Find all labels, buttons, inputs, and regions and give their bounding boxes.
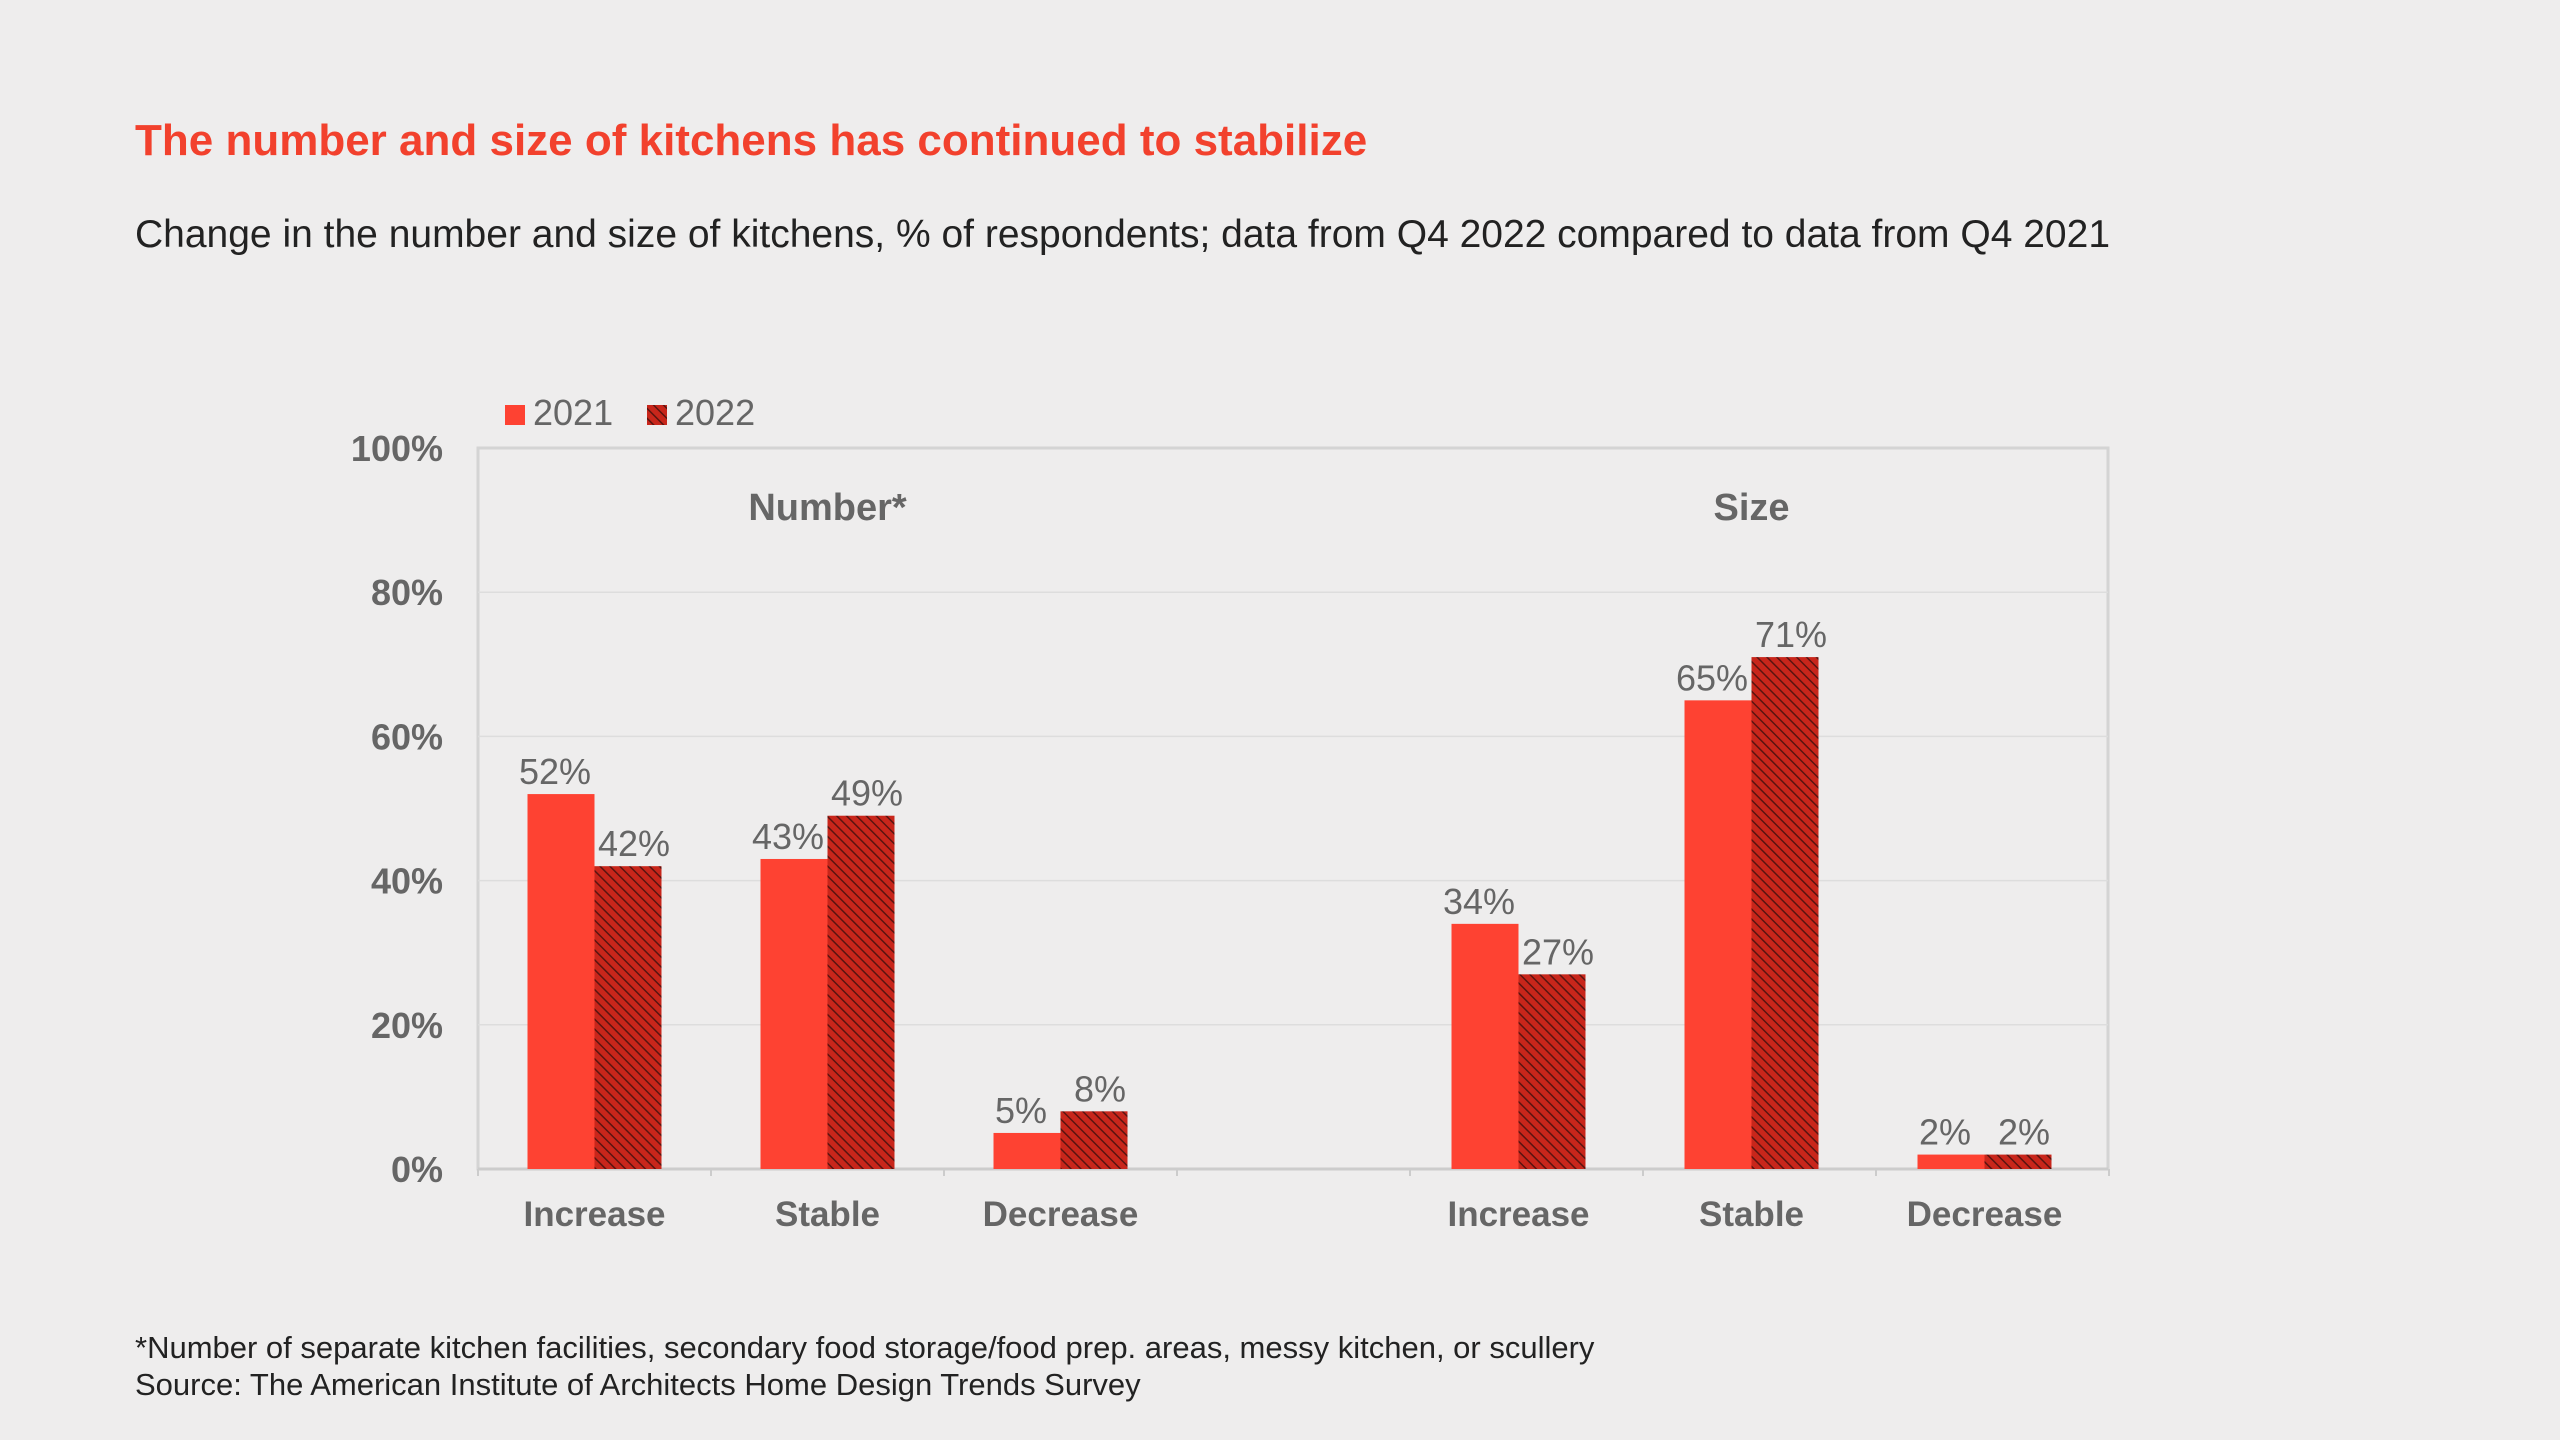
x-category-label: Decrease [983, 1195, 1139, 1234]
data-label: 2% [1919, 1112, 1971, 1153]
data-label: 52% [519, 751, 591, 792]
data-label: 71% [1755, 614, 1827, 655]
data-labels: 52%42% 43%49% 5% 8% 34%27% 65%71% 2% 2% [519, 614, 2050, 1152]
x-category-label: Increase [523, 1195, 665, 1234]
data-label: 2% [1998, 1112, 2050, 1153]
y-tick-label: 0% [391, 1149, 443, 1190]
data-label: 8% [1074, 1068, 1126, 1109]
bar-2021 [1917, 1154, 1985, 1169]
data-label: 65% [1676, 657, 1748, 698]
footnote: *Number of separate kitchen facilities, … [135, 1330, 1595, 1365]
bar-2022 [1984, 1154, 2052, 1169]
data-label: 5% [995, 1090, 1047, 1131]
bar-2021 [527, 794, 595, 1169]
bar-2022 [594, 866, 662, 1169]
bar-2022 [827, 815, 895, 1169]
bar-2021 [1451, 923, 1519, 1169]
legend-label: 2022 [675, 392, 755, 433]
chart-subtitle: Change in the number and size of kitchen… [135, 213, 2111, 256]
bars [527, 657, 2052, 1169]
legend: 2021 2022 [505, 392, 755, 433]
bar-2021 [993, 1132, 1061, 1169]
y-tick-label: 80% [371, 572, 443, 613]
y-tick-label: 40% [371, 861, 443, 902]
bar-2021 [1684, 700, 1752, 1169]
bar-2021 [760, 858, 828, 1169]
x-category-label: Increase [1447, 1195, 1589, 1234]
y-tick-label: 20% [371, 1005, 443, 1046]
data-label: 42% [598, 823, 670, 864]
legend-swatch-2022 [647, 405, 667, 425]
x-category-label: Decrease [1907, 1195, 2063, 1234]
group-label: Number* [748, 487, 907, 529]
y-axis-ticks: 0% 20% 40% 60% 80% 100% [351, 428, 443, 1190]
bar-2022 [1518, 974, 1586, 1169]
plot-area-frame [476, 446, 2110, 1171]
x-category-label: Stable [1699, 1195, 1804, 1234]
data-label: 49% [831, 773, 903, 814]
legend-label: 2021 [533, 392, 613, 433]
group-labels: Number* Size [748, 487, 1789, 529]
data-label: 27% [1522, 931, 1594, 972]
source-note: Source: The American Institute of Archit… [135, 1367, 1141, 1402]
legend-swatch-2021 [505, 405, 525, 425]
y-tick-label: 100% [351, 428, 443, 469]
data-label: 43% [752, 816, 824, 857]
y-tick-label: 60% [371, 716, 443, 757]
group-label: Size [1713, 487, 1789, 529]
bar-chart: 0% 20% 40% 60% 80% 100% 52%42% 43%49% 5% 8% 34%27… [351, 392, 2110, 1234]
bar-2022 [1751, 657, 1819, 1169]
bar-2022 [1060, 1111, 1128, 1169]
data-label: 34% [1443, 881, 1515, 922]
x-axis-categories: Increase Stable Decrease Increase Stable Decr… [523, 1195, 2062, 1234]
x-category-label: Stable [775, 1195, 880, 1234]
gridlines [477, 591, 2110, 1176]
chart-title: The number and size of kitchens has cont… [135, 116, 1368, 165]
